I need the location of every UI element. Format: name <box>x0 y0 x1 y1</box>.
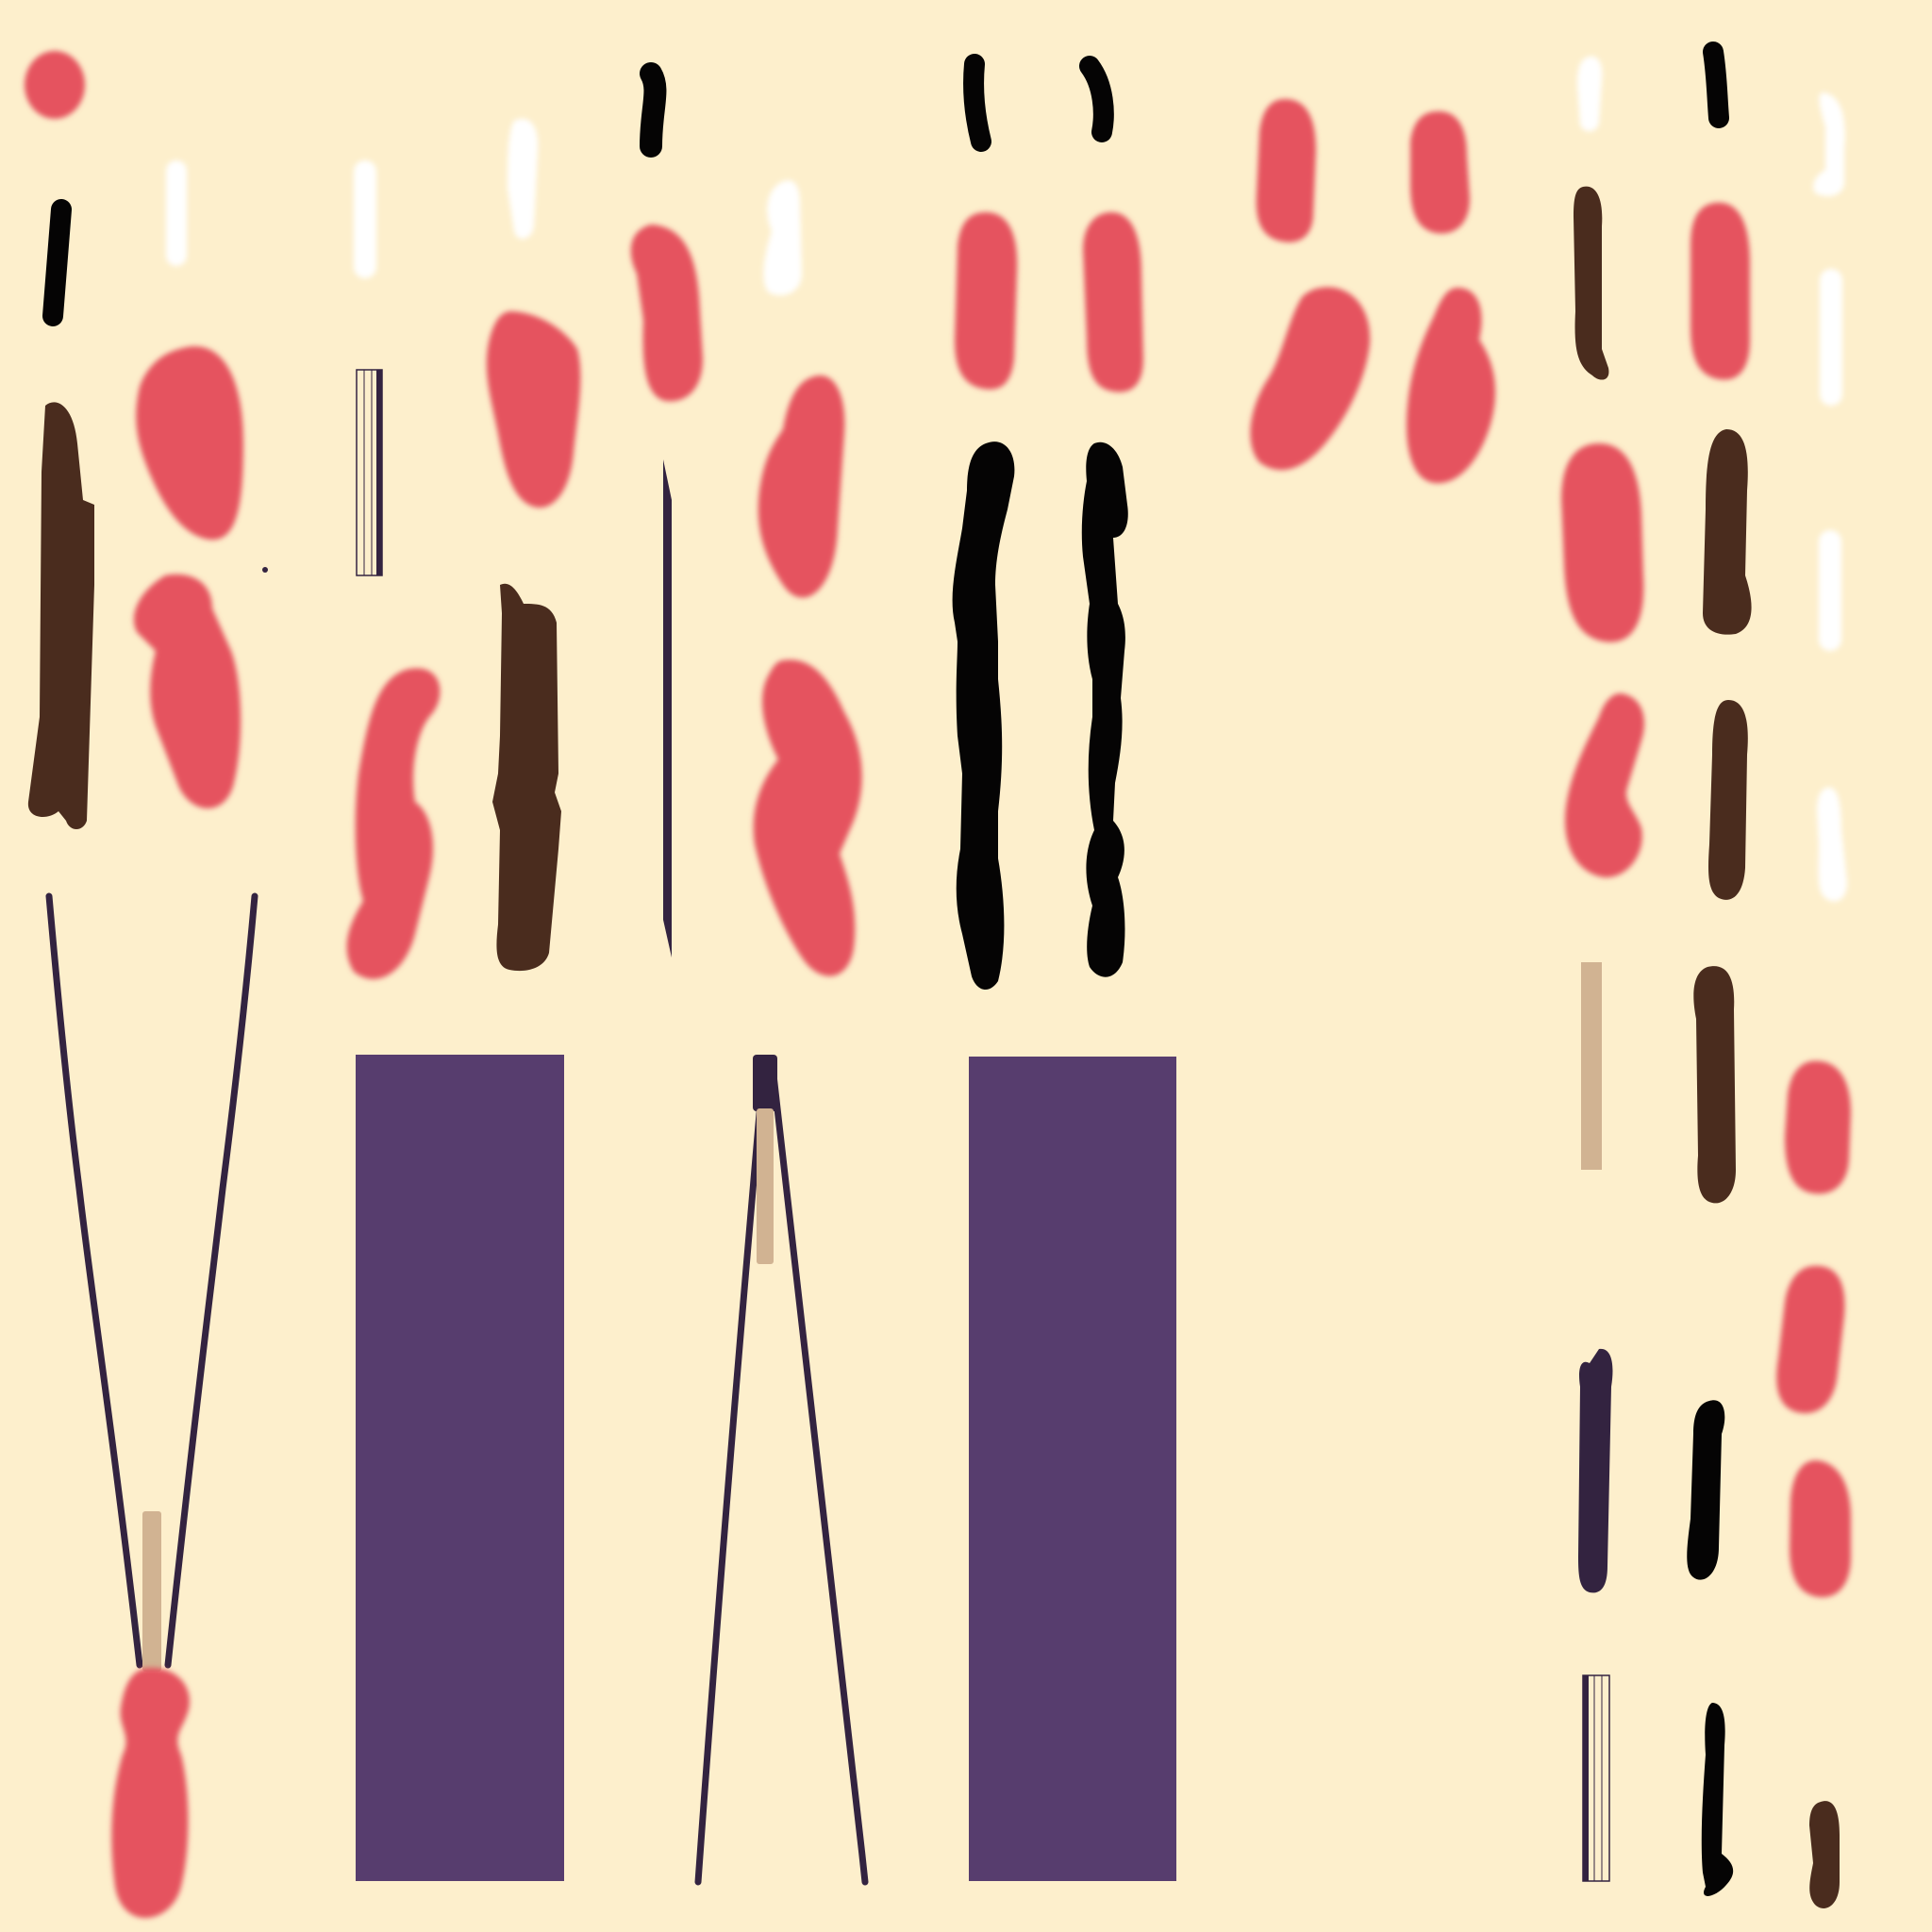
tan-bar <box>1581 962 1602 1170</box>
white-stroke <box>1819 530 1841 651</box>
coral-blob <box>486 311 581 508</box>
white-stroke <box>1813 92 1845 196</box>
tiny-dot <box>262 567 268 573</box>
coral-hook <box>1565 693 1645 878</box>
tan-bar <box>142 1511 161 1672</box>
brown-stroke <box>1574 186 1609 380</box>
purple-panel-left <box>356 1055 564 1881</box>
brown-branch-left <box>27 402 95 829</box>
thin-purple-blade <box>663 459 672 958</box>
coral-blob <box>630 225 703 402</box>
coral-blob <box>1561 443 1644 642</box>
coral-blob <box>1410 111 1470 234</box>
coral-blob-large <box>1406 288 1496 484</box>
white-stroke <box>763 180 802 296</box>
coral-blob <box>1083 212 1143 392</box>
white-stroke <box>1817 787 1847 902</box>
white-stroke <box>1820 269 1842 406</box>
coral-blob <box>1785 1060 1851 1194</box>
white-stroke <box>508 118 539 240</box>
black-stroke <box>963 54 991 152</box>
brown-branch <box>492 583 561 972</box>
coral-blob <box>955 212 1018 390</box>
coral-s-curve <box>346 668 441 979</box>
black-stroke <box>640 62 667 158</box>
black-stroke <box>42 199 72 326</box>
white-stroke <box>1577 56 1603 132</box>
coral-blob-lower <box>133 574 242 808</box>
brown-stroke <box>1693 966 1736 1204</box>
coral-blob <box>1790 1460 1851 1598</box>
black-stroke <box>1687 1400 1725 1580</box>
strap-left-arm <box>45 892 143 1669</box>
ruler-icon <box>356 369 383 576</box>
coral-blob <box>1256 99 1316 242</box>
black-branch <box>1081 441 1128 977</box>
coral-dot <box>25 51 85 119</box>
coral-blob <box>1690 202 1750 380</box>
brown-stroke <box>1703 429 1752 635</box>
coral-blob-large <box>1250 287 1371 471</box>
black-stroke <box>1701 1703 1734 1896</box>
ruler-icon <box>1582 1674 1610 1882</box>
white-stroke <box>354 160 376 278</box>
white-stroke <box>166 160 187 266</box>
strap-right-arm <box>164 892 258 1669</box>
coral-blob-upper <box>758 375 845 598</box>
dark-purple-stroke <box>1578 1348 1613 1593</box>
black-stroke <box>1703 42 1729 128</box>
coral-tassel <box>111 1668 190 1919</box>
coral-blob-lower <box>753 659 862 976</box>
stick-figure-strap <box>694 1055 869 1886</box>
black-stroke <box>1079 56 1114 142</box>
purple-panel-right <box>969 1057 1176 1881</box>
coral-blob-upper <box>136 346 243 541</box>
black-branch <box>952 441 1015 991</box>
coral-blob <box>1776 1265 1845 1414</box>
brown-stroke <box>1708 700 1748 900</box>
brown-stroke <box>1809 1801 1840 1908</box>
